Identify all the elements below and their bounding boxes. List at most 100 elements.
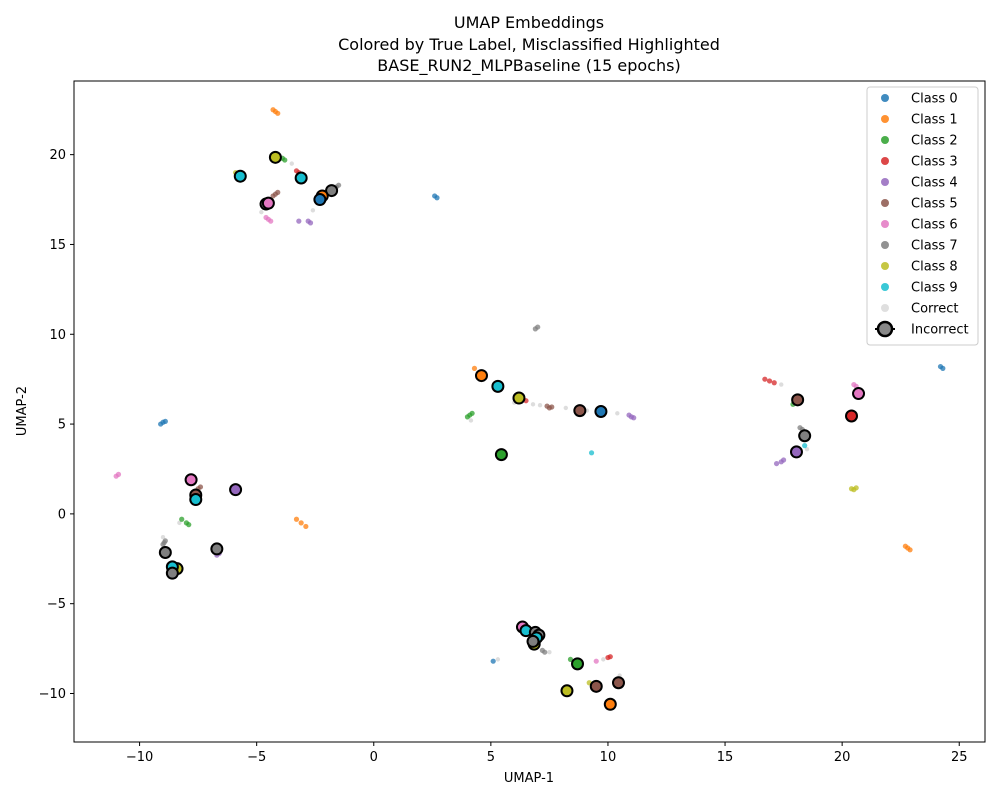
class-7-point (336, 182, 342, 188)
y-tick-label: 10 (49, 328, 66, 343)
x-tick-label: 10 (600, 750, 617, 765)
correct-point (495, 657, 501, 662)
y-axis-label: UMAP-2 (15, 386, 30, 436)
class-8-point (853, 485, 859, 491)
legend-marker (881, 115, 889, 123)
legend-label: Incorrect (911, 323, 969, 338)
class-2-point (567, 656, 574, 662)
legend-marker (881, 304, 889, 312)
incorrect-point-class-7 (798, 429, 812, 443)
correct-point (289, 161, 294, 166)
x-tick-label: 20 (834, 750, 851, 765)
incorrect-point-class-6 (852, 387, 866, 401)
class-1-point (293, 516, 300, 522)
class-7-point (160, 541, 166, 548)
incorrect-point-class-8 (512, 391, 526, 405)
correct-point (468, 418, 474, 423)
class-7-point (542, 649, 548, 655)
class-6-point (268, 218, 274, 224)
correct-point (779, 382, 784, 387)
incorrect-point-class-0 (313, 193, 327, 207)
incorrect-point-class-0 (594, 405, 608, 418)
legend-label: Class 0 (911, 92, 958, 107)
x-tick-label: 15 (717, 750, 734, 765)
class-1-point (275, 110, 281, 116)
y-tick-label: −5 (47, 597, 66, 612)
class-1-point (303, 523, 309, 530)
legend-marker (881, 241, 889, 249)
incorrect-point-class-1 (603, 697, 617, 711)
correct-point (601, 657, 606, 662)
class-4-point (307, 220, 314, 226)
x-axis-label: UMAP-1 (504, 771, 554, 786)
legend-label: Class 7 (911, 239, 958, 254)
class-0-point (162, 418, 168, 424)
legend-label: Class 4 (911, 176, 958, 191)
class-9-point (802, 443, 808, 449)
incorrect-point-class-9 (294, 171, 308, 185)
x-tick-label: 25 (951, 750, 968, 765)
x-tick-label: 5 (487, 750, 495, 765)
class-2-point (282, 157, 288, 163)
class-3-point (766, 378, 773, 384)
incorrect-point-class-1 (474, 369, 488, 383)
axis-ticks: −10 −5 0 5 10 15 20 25 −10 −5 0 5 10 15 20 (39, 148, 968, 765)
y-tick-label: −10 (39, 687, 66, 702)
y-tick-label: 5 (58, 418, 66, 433)
correct-point (160, 535, 166, 540)
class-1-point (907, 547, 913, 553)
class-3-point (771, 380, 777, 386)
incorrect-point-class-8 (268, 150, 282, 164)
incorrect-point-class-7 (210, 542, 224, 556)
legend-label: Class 2 (911, 134, 958, 149)
class-6-point (593, 658, 599, 664)
incorrect-point-class-5 (573, 404, 587, 418)
legend-frame (866, 86, 979, 346)
class-4-point (773, 460, 780, 467)
correct-point (537, 403, 543, 408)
class-4-point (631, 415, 637, 421)
class-5-point (275, 189, 281, 195)
incorrect-point-class-3 (845, 409, 859, 423)
y-tick-label: 20 (49, 148, 66, 163)
correct-point (563, 405, 568, 411)
incorrect-point-class-2 (571, 657, 585, 671)
class-4-point (296, 218, 302, 224)
incorrect-point-class-5 (611, 676, 625, 690)
correct-point (177, 520, 182, 526)
class-5-point (549, 404, 555, 410)
chart-title-line-2: Colored by True Label, Misclassified Hig… (338, 35, 720, 54)
plot-frame (73, 80, 986, 743)
class-3-point (607, 654, 613, 660)
legend-marker (881, 136, 889, 144)
legend-label: Class 9 (911, 281, 958, 296)
incorrect-point-class-7 (165, 566, 179, 580)
plot-area (113, 107, 946, 711)
chart-title-line-1: UMAP Embeddings (454, 13, 604, 32)
class-2-point (179, 516, 185, 522)
legend-marker (881, 157, 889, 165)
correct-point (804, 447, 810, 452)
class-0-point (940, 365, 946, 371)
legend-marker (881, 283, 889, 291)
legend-label: Class 3 (911, 155, 958, 170)
incorrect-point-class-5 (791, 393, 805, 407)
legend-marker (881, 94, 889, 102)
class-3-point (762, 376, 768, 382)
legend: Class 0 Class 1 Class 2 Class 3 Class 4 Class… (866, 86, 979, 346)
class-0-point (434, 195, 440, 201)
class-9-point (588, 450, 595, 456)
incorrect-point-class-7 (325, 184, 339, 198)
class-1-point (471, 365, 478, 371)
correct-point (530, 402, 536, 407)
x-tick-label: 0 (370, 750, 378, 765)
legend-label: Class 6 (911, 218, 958, 233)
class-7-point (535, 324, 541, 330)
correct-point (310, 208, 316, 213)
correct-point (547, 649, 552, 655)
incorrect-point-class-2 (494, 448, 508, 462)
x-tick-label: −10 (126, 750, 153, 765)
correct-point (615, 411, 620, 416)
legend-marker (881, 220, 889, 228)
